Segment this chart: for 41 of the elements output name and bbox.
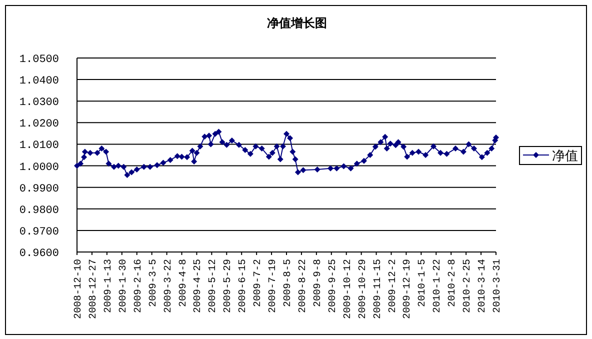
x-tick-label: 2009-3-22 xyxy=(163,259,174,314)
x-tick-label: 2009-9-25 xyxy=(328,259,339,314)
x-tick-label: 2010-3-14 xyxy=(478,259,489,314)
x-tick-label: 2009-8-22 xyxy=(298,259,309,314)
x-tick-label: 2009-10-12 xyxy=(342,259,354,320)
x-tick-label: 2010-1-22 xyxy=(432,259,444,314)
x-tick-label: 2009-5-12 xyxy=(208,259,220,314)
x-tick-label: 2009-7-2 xyxy=(253,259,264,308)
y-tick-label: 1.0000 xyxy=(19,162,59,174)
x-tick-label: 2009-3-5 xyxy=(148,259,160,308)
y-tick-label: 1.0200 xyxy=(19,118,59,131)
x-tick-label: 2009-9-8 xyxy=(312,259,324,308)
x-tick-label: 2009-1-13 xyxy=(103,259,114,314)
x-tick-label: 2009-1-30 xyxy=(118,259,130,314)
x-tick-label: 2009-7-19 xyxy=(268,259,280,314)
x-tick-label: 2009-4-8 xyxy=(178,259,190,308)
x-tick-label: 2009-12-19 xyxy=(402,259,414,320)
y-tick-label: 0.9600 xyxy=(19,248,59,260)
x-tick-label: 2009-2-16 xyxy=(133,259,144,314)
x-tick-label: 2009-11-15 xyxy=(372,259,384,320)
y-tick-label: 0.9800 xyxy=(19,204,59,217)
y-tick-label: 1.0400 xyxy=(19,76,59,88)
y-tick-label: 1.0100 xyxy=(19,140,59,152)
x-tick-label: 2008-12-27 xyxy=(88,259,100,320)
x-tick-label: 2009-5-29 xyxy=(223,259,234,314)
x-tick-label: 2009-4-25 xyxy=(193,259,204,314)
y-tick-label: 1.0300 xyxy=(19,97,59,110)
y-tick-label: 0.9900 xyxy=(19,183,59,196)
x-tick-label: 2009-12-2 xyxy=(388,259,399,314)
x-tick-label: 2010-2-25 xyxy=(462,259,474,314)
x-tick-label: 2009-6-15 xyxy=(238,259,250,314)
y-tick-label: 1.0500 xyxy=(19,54,59,66)
chart-title: 净值增长图 xyxy=(267,16,327,30)
x-tick-label: 2010-1-5 xyxy=(418,259,429,308)
x-tick-label: 2010-3-31 xyxy=(492,259,504,314)
y-tick-label: 0.9700 xyxy=(19,226,59,238)
legend-label: 净值 xyxy=(552,148,578,163)
x-tick-label: 2008-12-10 xyxy=(74,259,84,320)
x-tick-label: 2009-10-29 xyxy=(358,259,369,320)
x-tick-label: 2009-8-5 xyxy=(283,259,294,308)
x-tick-label: 2010-2-8 xyxy=(448,259,459,308)
